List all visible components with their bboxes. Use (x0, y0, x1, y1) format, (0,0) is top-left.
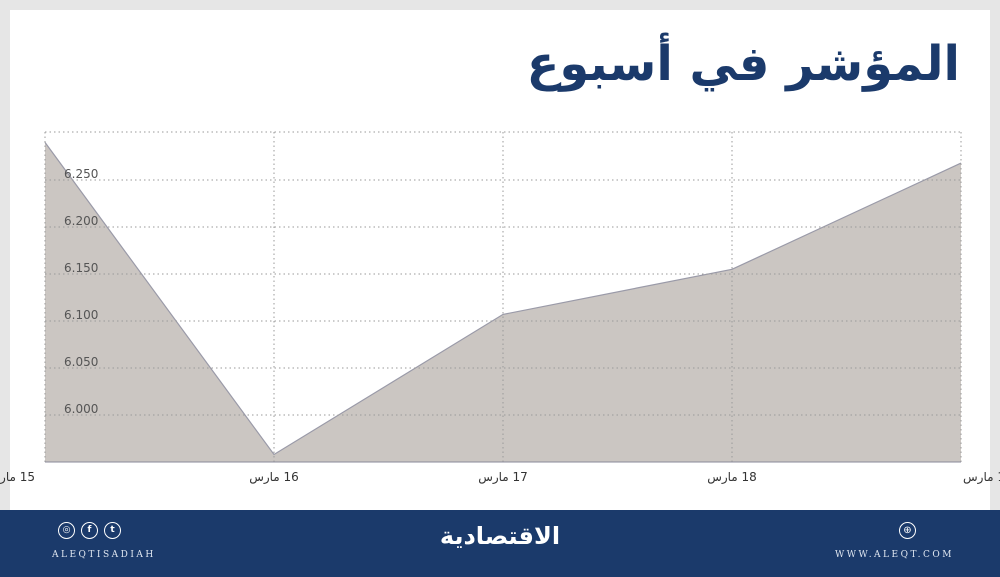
y-tick-label: 6.100 (64, 308, 98, 322)
twitter-icon[interactable]: t (104, 522, 121, 539)
chart-title: المؤشر في أسبوع (526, 36, 960, 92)
y-tick-label: 6.000 (64, 402, 98, 416)
x-tick-label: 18 مارس (707, 470, 757, 485)
instagram-icon[interactable]: ◎ (58, 522, 75, 539)
footer-bar: ◎ f t ALEQTISADIAH الاقتصادية ⊕ WWW.ALEQ… (0, 510, 1000, 577)
brand-logo: الاقتصادية (439, 522, 561, 550)
y-tick-label: 6.150 (64, 261, 98, 275)
area-fill (45, 142, 961, 462)
globe-icon[interactable]: ⊕ (899, 522, 916, 539)
y-tick-label: 6.050 (64, 355, 98, 369)
x-tick-label: 16 مارس (249, 470, 299, 485)
x-tick-label: 19 مارس (963, 470, 1000, 485)
social-icons: ◎ f t (58, 522, 121, 539)
y-tick-label: 6.200 (64, 214, 98, 228)
x-tick-label: 15 مارس (0, 470, 35, 485)
series-line (44, 142, 962, 456)
social-handle: ALEQTISADIAH (52, 550, 156, 560)
facebook-icon[interactable]: f (81, 522, 98, 539)
area-chart: 6.000 6.050 6.100 6.150 6.200 6.250 15 مارس 16 … (0, 131, 1000, 485)
x-tick-label: 17 مارس (478, 470, 528, 485)
website-url[interactable]: WWW.ALEQT.COM (835, 550, 954, 560)
y-tick-label: 6.250 (64, 167, 98, 181)
